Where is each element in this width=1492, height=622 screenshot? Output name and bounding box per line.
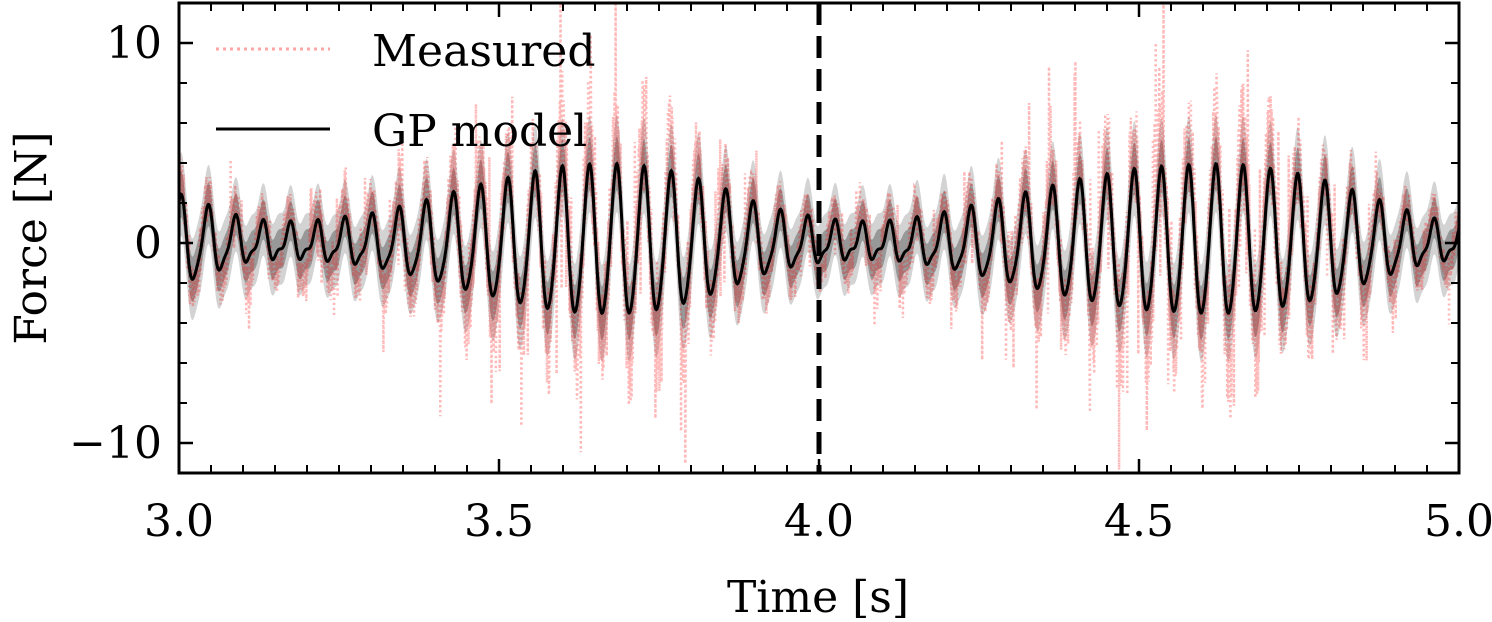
y-tick-label: −10: [69, 418, 162, 469]
x-axis-label: Time [s]: [727, 572, 909, 622]
tick-labels-layer: 3.0 3.5 4.0 4.5 5.0 −10 0 10: [69, 18, 1492, 547]
ticks-layer: [177, 3, 1461, 473]
legend-measured-label: Measured: [372, 26, 595, 77]
plot-area: [179, 3, 1459, 473]
y-axis-label: Force [N]: [6, 131, 57, 344]
legend-gp-model-label: GP model: [372, 106, 587, 157]
y-tick-label: 0: [134, 218, 162, 269]
gp-model-series-layer: [179, 161, 1459, 316]
x-tick-label: 5.0: [1424, 496, 1492, 547]
measured-series-line: [179, 3, 1459, 470]
gp-model-series-line: [179, 161, 1459, 316]
x-tick-label: 4.0: [784, 496, 854, 547]
legend: Measured GP model: [216, 26, 595, 157]
x-tick-label: 3.0: [144, 496, 214, 547]
measured-series-layer: [179, 3, 1459, 470]
y-tick-label: 10: [106, 18, 162, 69]
x-tick-label: 4.5: [1104, 496, 1174, 547]
x-tick-label: 3.5: [464, 496, 534, 547]
